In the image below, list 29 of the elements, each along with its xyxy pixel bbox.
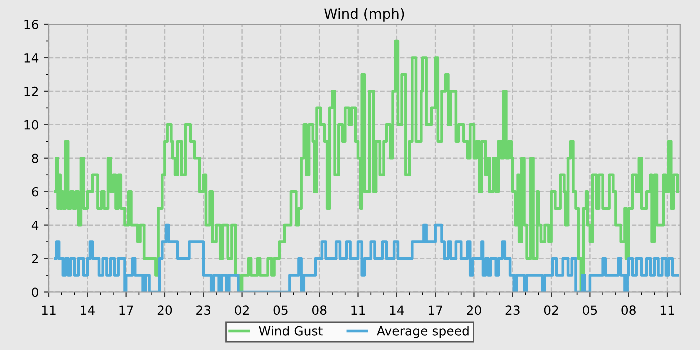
x-tick-label: 05	[274, 306, 288, 316]
chart-title: Wind (mph)	[324, 8, 404, 22]
y-tick-label: 2	[32, 254, 38, 264]
y-tick-label: 10	[24, 120, 38, 130]
y-tick-label: 14	[24, 54, 39, 63]
x-tick-label: 02	[235, 306, 249, 316]
x-tick-label: 20	[158, 306, 172, 316]
x-tick-label: 05	[583, 306, 598, 316]
x-tick-label: 11	[352, 306, 366, 315]
x-tick-label: 14	[390, 306, 404, 315]
x-tick-label: 20	[467, 306, 482, 316]
y-tick-label: 8	[32, 154, 38, 164]
x-tick-label: 17	[428, 306, 442, 315]
x-tick-label: 23	[506, 306, 520, 316]
legend-label: Wind Gust	[259, 326, 323, 336]
x-tick-label: 08	[312, 306, 327, 316]
y-tick-label: 16	[24, 20, 38, 30]
x-tick-label: 17	[120, 306, 134, 315]
x-tick-label: 14	[81, 306, 95, 315]
y-tick-label: 6	[32, 187, 38, 197]
legend-label: Average speed	[377, 326, 469, 338]
y-tick-label: 4	[32, 220, 39, 230]
x-tick-label: 08	[622, 306, 636, 316]
x-tick-label: 11	[42, 306, 56, 315]
x-tick-label: 02	[544, 306, 558, 316]
x-tick-label: 23	[196, 306, 211, 316]
x-tick-label: 11	[660, 306, 674, 315]
y-tick-label: 0	[32, 288, 38, 298]
y-tick-label: 12	[24, 86, 38, 96]
